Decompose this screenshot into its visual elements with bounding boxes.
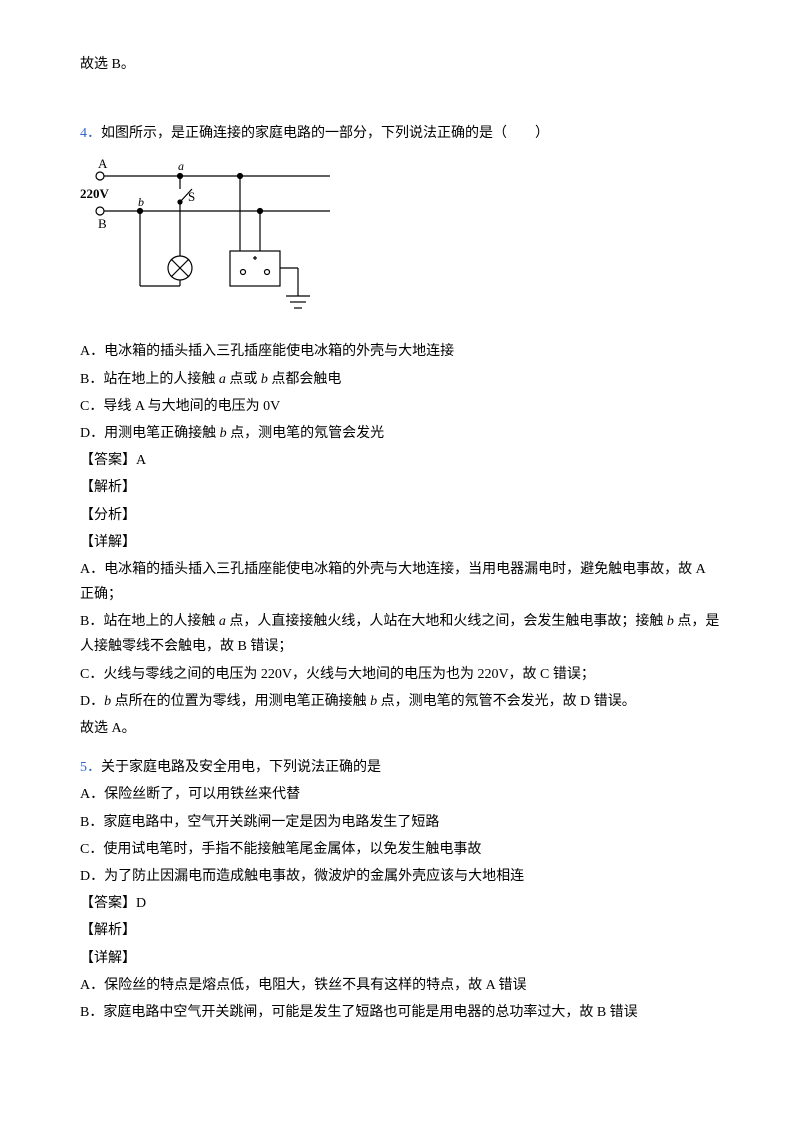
diagram-label-a: a: [178, 159, 184, 173]
q5-detail-b: B．家庭电路中空气开关跳闸，可能是发生了短路也可能是用电器的总功率过大，故 B …: [80, 1000, 720, 1025]
q4-stem-text: 如图所示，是正确连接的家庭电路的一部分，下列说法正确的是（ ）: [101, 126, 549, 141]
q4-number: 4．: [80, 126, 101, 141]
diagram-label-A: A: [98, 156, 108, 171]
q4-detail-c: C．火线与零线之间的电压为 220V，火线与大地间的电压为也为 220V，故 C…: [80, 662, 720, 687]
q4-explain: 【解析】: [80, 475, 720, 500]
q4-option-d: D．用测电笔正确接触 b 点，测电笔的氖管会发光: [80, 421, 720, 446]
q4-answer: 【答案】A: [80, 448, 720, 473]
q4-circuit-diagram: A B 220V a b S: [80, 156, 720, 321]
diagram-label-220V: 220V: [80, 186, 110, 201]
q4-option-c: C．导线 A 与大地间的电压为 0V: [80, 394, 720, 419]
q5-option-c: C．使用试电笔时，手指不能接触笔尾金属体，以免发生触电事故: [80, 837, 720, 862]
q5-detail: 【详解】: [80, 946, 720, 971]
diagram-label-b: b: [138, 195, 144, 209]
q4-detail-a: A．电冰箱的插头插入三孔插座能使电冰箱的外壳与大地连接，当用电器漏电时，避免触电…: [80, 557, 720, 607]
prev-answer-line: 故选 B。: [80, 52, 720, 77]
q5-option-d: D．为了防止因漏电而造成触电事故，微波炉的金属外壳应该与大地相连: [80, 864, 720, 889]
diagram-label-B: B: [98, 216, 107, 231]
q5-detail-a: A．保险丝的特点是熔点低，电阻大，铁丝不具有这样的特点，故 A 错误: [80, 973, 720, 998]
q5-option-b: B．家庭电路中，空气开关跳闸一定是因为电路发生了短路: [80, 810, 720, 835]
q5-number: 5．: [80, 760, 101, 775]
q5-explain: 【解析】: [80, 918, 720, 943]
q4-detail: 【详解】: [80, 530, 720, 555]
q5-answer: 【答案】D: [80, 891, 720, 916]
q4-detail-d: D．b 点所在的位置为零线，用测电笔正确接触 b 点，测电笔的氖管不会发光，故 …: [80, 689, 720, 714]
q4-option-b: B．站在地上的人接触 a 点或 b 点都会触电: [80, 367, 720, 392]
q4-analysis: 【分析】: [80, 503, 720, 528]
q5-stem: 5．关于家庭电路及安全用电，下列说法正确的是: [80, 755, 720, 780]
q4-option-a: A．电冰箱的插头插入三孔插座能使电冰箱的外壳与大地连接: [80, 339, 720, 364]
q4-detail-b: B．站在地上的人接触 a 点，人直接接触火线，人站在大地和火线之间，会发生触电事…: [80, 609, 720, 659]
q5-stem-text: 关于家庭电路及安全用电，下列说法正确的是: [101, 760, 381, 775]
q4-stem: 4．如图所示，是正确连接的家庭电路的一部分，下列说法正确的是（ ）: [80, 121, 720, 146]
q5-option-a: A．保险丝断了，可以用铁丝来代替: [80, 782, 720, 807]
q4-end: 故选 A。: [80, 716, 720, 741]
diagram-label-S: S: [188, 189, 195, 204]
